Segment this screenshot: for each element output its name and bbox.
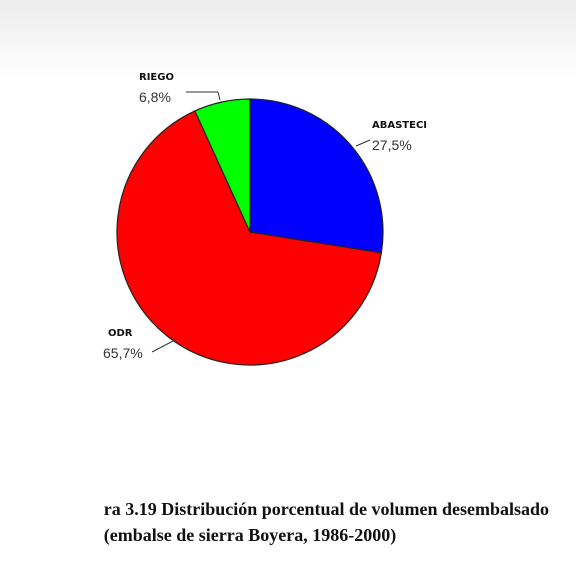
pie-slice [249,98,384,254]
slice-value-label: 6,8% [139,89,171,105]
slice-value-label: 27,5% [372,137,412,153]
slice-value-label: 65,7% [103,345,143,361]
pie-slice [194,98,251,233]
caption-line-2: (embalse de sierra Boyera, 1986-2000) [104,525,396,546]
background [0,0,576,80]
pie-slice [116,110,383,366]
slice-label: RIEGO [139,72,174,83]
leader-line [151,339,176,353]
slice-label: ODR [108,328,133,339]
caption-line-1: ra 3.19 Distribución porcentual de volum… [104,499,549,519]
leader-line [355,139,371,147]
slice-label: ABASTECI [372,120,427,131]
leader-line [186,91,221,101]
